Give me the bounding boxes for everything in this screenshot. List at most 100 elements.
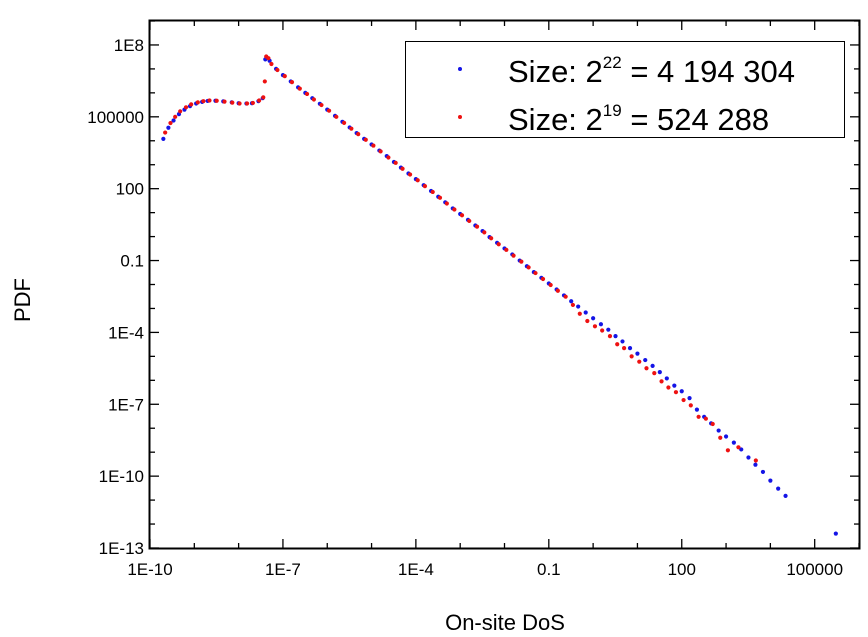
data-point (598, 322, 604, 327)
data-point (482, 230, 487, 235)
data-point (710, 421, 715, 427)
data-point (731, 440, 736, 445)
data-point (430, 189, 435, 195)
x-tick-label: 1E-7 (265, 560, 301, 579)
data-point (687, 396, 692, 401)
data-point (161, 136, 166, 141)
data-point (548, 282, 553, 288)
data-point (622, 346, 627, 351)
data-point (613, 334, 618, 339)
data-point (171, 118, 176, 123)
data-point (629, 354, 634, 359)
data-point (753, 458, 758, 463)
y-tick-label: 1E-4 (108, 323, 144, 342)
data-point (723, 434, 729, 439)
data-point (607, 334, 613, 339)
data-point (437, 195, 443, 200)
data-point (703, 416, 708, 421)
data-point (569, 299, 574, 304)
data-point (627, 346, 633, 351)
data-point (261, 95, 266, 100)
data-point (304, 91, 310, 97)
data-point (371, 143, 376, 148)
data-point (363, 137, 368, 142)
x-tick-label: 0.1 (537, 560, 561, 579)
data-point (207, 98, 212, 103)
data-point (833, 531, 838, 536)
x-tick-label: 1E-4 (398, 560, 434, 579)
y-tick-labels: 1E-13 1E-10 1E-7 1E-4 0.1 100 100000 1E8 (87, 36, 144, 558)
data-point (266, 56, 271, 61)
data-point (533, 270, 538, 276)
data-point (644, 366, 649, 371)
data-point (657, 370, 662, 375)
data-point (577, 311, 582, 316)
data-point (585, 318, 590, 324)
legend-box (405, 41, 845, 138)
data-point (275, 67, 280, 73)
data-point (178, 109, 183, 114)
data-point (673, 390, 679, 395)
data-point (672, 383, 677, 388)
data-point (393, 160, 398, 165)
x-axis-title: On-site DoS (445, 610, 565, 635)
data-point (326, 108, 332, 113)
data-point (489, 236, 494, 241)
data-point (591, 316, 596, 321)
data-point (269, 61, 274, 67)
data-point (725, 448, 731, 453)
data-point (459, 213, 465, 218)
data-point (664, 376, 669, 381)
y-tick-label: 100 (116, 180, 144, 199)
y-axis-title: PDF (10, 278, 35, 322)
axis-ticks (149, 20, 860, 549)
x-tick-label: 100 (668, 560, 696, 579)
data-point (681, 397, 686, 403)
y-tick-label: 1E8 (114, 36, 144, 55)
y-tick-label: 1E-13 (99, 539, 144, 558)
data-point (694, 407, 700, 412)
data-point (716, 428, 721, 433)
data-point (173, 114, 178, 119)
data-point (760, 469, 766, 475)
data-point (257, 98, 262, 103)
data-point (620, 339, 625, 344)
data-point (643, 357, 648, 363)
data-point (407, 172, 413, 177)
data-point (319, 102, 324, 108)
data-point (519, 259, 524, 264)
data-point (696, 414, 701, 419)
data-point (195, 100, 200, 105)
data-point (334, 114, 339, 119)
data-point (592, 324, 598, 329)
data-point (168, 120, 173, 126)
data-point (378, 149, 383, 154)
data-point (746, 455, 751, 460)
data-point (776, 486, 781, 491)
data-point (262, 79, 267, 84)
data-point (297, 86, 302, 91)
legend-label-series-2: Size: 219 = 524 288 (508, 101, 769, 137)
data-point (214, 98, 219, 103)
data-point (666, 385, 671, 390)
data-point (736, 445, 741, 450)
data-point (576, 304, 581, 309)
legend-label-series-1: Size: 222 = 4 194 304 (508, 53, 795, 89)
data-point (386, 155, 391, 160)
data-point (688, 403, 693, 408)
data-point (452, 207, 457, 212)
data-point (540, 276, 546, 282)
data-point (650, 363, 655, 368)
x-tick-labels: 1E-10 1E-7 1E-4 0.1 100 100000 (127, 560, 843, 579)
data-point (342, 120, 347, 125)
data-point (415, 178, 420, 183)
data-point (718, 435, 723, 440)
data-point (230, 100, 235, 105)
data-point (635, 351, 640, 356)
plot-frame (148, 19, 861, 550)
data-point (166, 125, 171, 130)
y-tick-label: 0.1 (120, 252, 144, 271)
series-2 (163, 54, 758, 463)
legend-marker-series-1 (458, 67, 462, 71)
data-point (222, 99, 227, 104)
